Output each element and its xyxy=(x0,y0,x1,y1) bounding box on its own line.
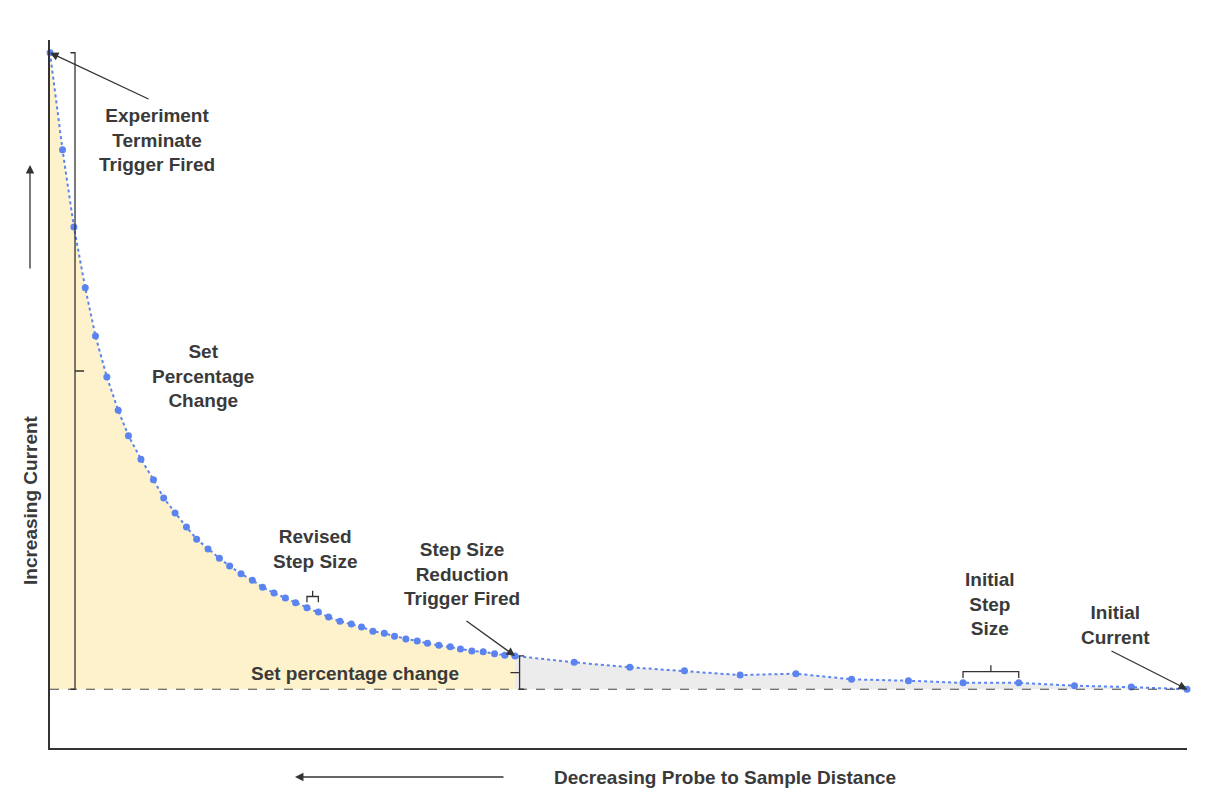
svg-text:Step SizeReductionTrigger Fire: Step SizeReductionTrigger Fired xyxy=(404,539,520,609)
svg-text:Increasing Current: Increasing Current xyxy=(20,415,41,585)
svg-text:SetPercentageChange: SetPercentageChange xyxy=(152,341,254,411)
svg-text:ExperimentTerminateTrigger Fir: ExperimentTerminateTrigger Fired xyxy=(99,105,215,175)
svg-text:InitialCurrent: InitialCurrent xyxy=(1081,602,1150,648)
svg-text:Set percentage change: Set percentage change xyxy=(251,663,459,684)
svg-text:RevisedStep Size: RevisedStep Size xyxy=(273,526,357,572)
svg-text:Decreasing Probe to Sample Dis: Decreasing Probe to Sample Distance xyxy=(554,767,896,788)
svg-text:InitialStepSize: InitialStepSize xyxy=(965,569,1015,639)
